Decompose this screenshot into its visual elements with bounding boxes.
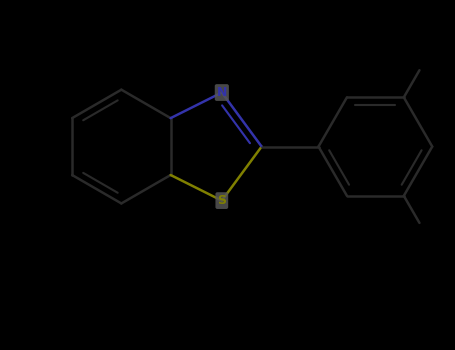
Text: N: N — [217, 86, 227, 99]
Text: S: S — [217, 194, 226, 207]
